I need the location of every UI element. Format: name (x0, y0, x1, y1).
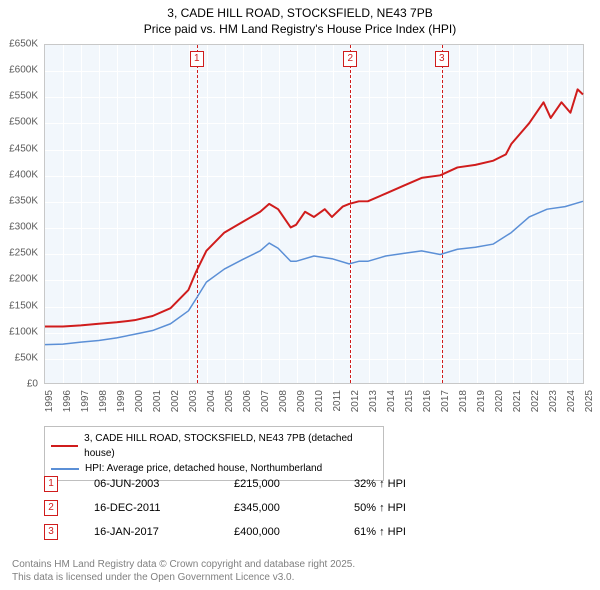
x-tick-label: 2021 (512, 390, 523, 412)
x-tick-label: 2024 (566, 390, 577, 412)
sale-pct-vs-hpi: 50% ↑ HPI (354, 502, 406, 514)
series-line-hpi (45, 201, 583, 344)
legend-item: 3, CADE HILL ROAD, STOCKSFIELD, NE43 7PB… (51, 431, 377, 461)
chart-plot-area: 123 (44, 44, 584, 384)
x-tick-label: 2007 (260, 390, 271, 412)
x-tick-label: 2020 (494, 390, 505, 412)
y-tick-label: £600K (9, 65, 38, 76)
footer-line-1: Contains HM Land Registry data © Crown c… (12, 559, 355, 572)
sale-price: £345,000 (234, 502, 354, 514)
sale-row: 2 16-DEC-2011£345,00050% ↑ HPI (44, 496, 406, 520)
x-tick-label: 1996 (62, 390, 73, 412)
x-tick-label: 2003 (188, 390, 199, 412)
y-tick-label: £500K (9, 117, 38, 128)
sale-row: 1 06-JUN-2003£215,00032% ↑ HPI (44, 472, 406, 496)
y-tick-label: £50K (15, 352, 38, 363)
sale-date: 16-JAN-2017 (94, 526, 234, 538)
sales-table: 1 06-JUN-2003£215,00032% ↑ HPI 2 16-DEC-201… (44, 472, 406, 544)
x-tick-label: 2025 (584, 390, 595, 412)
sale-row: 3 16-JAN-2017£400,00061% ↑ HPI (44, 520, 406, 544)
sale-row-marker: 1 (44, 476, 58, 492)
y-tick-label: £450K (9, 143, 38, 154)
sale-date: 16-DEC-2011 (94, 502, 234, 514)
legend-swatch (51, 445, 78, 447)
x-tick-label: 2000 (134, 390, 145, 412)
x-tick-label: 2023 (548, 390, 559, 412)
y-tick-label: £250K (9, 248, 38, 259)
x-tick-label: 1998 (98, 390, 109, 412)
x-tick-label: 2009 (296, 390, 307, 412)
y-tick-label: £350K (9, 195, 38, 206)
y-tick-label: £200K (9, 274, 38, 285)
x-tick-label: 2001 (152, 390, 163, 412)
sale-price: £215,000 (234, 478, 354, 490)
chart-lines-svg (45, 45, 583, 384)
x-tick-label: 2005 (224, 390, 235, 412)
y-tick-label: £650K (9, 39, 38, 50)
x-tick-label: 2014 (386, 390, 397, 412)
x-tick-label: 1999 (116, 390, 127, 412)
x-tick-label: 2019 (476, 390, 487, 412)
y-tick-label: £150K (9, 300, 38, 311)
x-tick-label: 2018 (458, 390, 469, 412)
sale-row-marker: 3 (44, 524, 58, 540)
x-tick-label: 2017 (440, 390, 451, 412)
chart-plot-container: 123 (44, 44, 584, 384)
y-tick-label: £550K (9, 91, 38, 102)
x-tick-label: 2008 (278, 390, 289, 412)
series-line-price_paid (45, 89, 583, 326)
x-tick-label: 2016 (422, 390, 433, 412)
sale-date: 06-JUN-2003 (94, 478, 234, 490)
sale-pct-vs-hpi: 61% ↑ HPI (354, 526, 406, 538)
footer-line-2: This data is licensed under the Open Gov… (12, 572, 355, 585)
x-tick-label: 2004 (206, 390, 217, 412)
y-tick-label: £0 (27, 379, 38, 390)
x-axis-labels: 1995 1996 1997 1998 1999 2000 2001 2002 2003 2004… (44, 388, 584, 428)
y-tick-label: £100K (9, 326, 38, 337)
x-tick-label: 2002 (170, 390, 181, 412)
sale-pct-vs-hpi: 32% ↑ HPI (354, 478, 406, 490)
x-tick-label: 2012 (350, 390, 361, 412)
legend-label: 3, CADE HILL ROAD, STOCKSFIELD, NE43 7PB… (84, 431, 377, 461)
y-tick-label: £300K (9, 222, 38, 233)
title-line-1: 3, CADE HILL ROAD, STOCKSFIELD, NE43 7PB (0, 6, 600, 22)
y-axis-labels: £0£50K£100K£150K£200K£250K£300K£350K£400… (0, 44, 42, 384)
x-tick-label: 2010 (314, 390, 325, 412)
attribution-footer: Contains HM Land Registry data © Crown c… (12, 559, 355, 584)
x-tick-label: 2011 (332, 390, 343, 412)
x-tick-label: 1995 (44, 390, 55, 412)
x-tick-label: 2022 (530, 390, 541, 412)
x-tick-label: 2013 (368, 390, 379, 412)
sale-price: £400,000 (234, 526, 354, 538)
x-tick-label: 2015 (404, 390, 415, 412)
legend-swatch (51, 468, 79, 470)
x-tick-label: 1997 (80, 390, 91, 412)
x-tick-label: 2006 (242, 390, 253, 412)
title-line-2: Price paid vs. HM Land Registry's House … (0, 22, 600, 38)
chart-title-block: 3, CADE HILL ROAD, STOCKSFIELD, NE43 7PB… (0, 0, 600, 37)
y-tick-label: £400K (9, 169, 38, 180)
sale-row-marker: 2 (44, 500, 58, 516)
